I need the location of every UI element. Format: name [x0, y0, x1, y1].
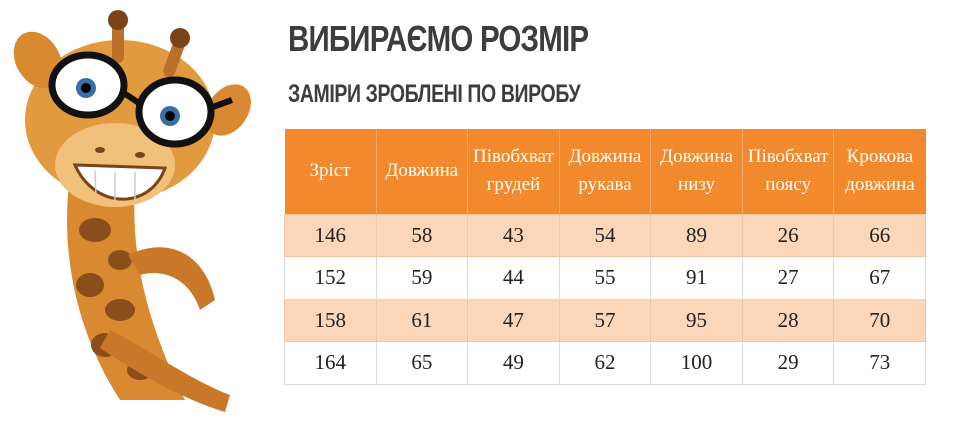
table-cell: 54 [558, 213, 652, 257]
table-cell: 146 [284, 213, 377, 257]
table-cell: 49 [467, 341, 560, 385]
table-cell: 29 [741, 341, 835, 385]
table-row: 146 58 43 54 89 26 66 [284, 213, 926, 257]
table-row: 152 59 44 55 91 27 67 [284, 256, 926, 300]
table-header-row: Зріст Довжина Півобхват грудей Довжина рук… [284, 129, 926, 214]
table-cell: 70 [833, 298, 926, 342]
table-cell: 73 [833, 341, 926, 385]
table-row: 164 65 49 62 100 29 73 [284, 341, 926, 385]
table-cell: 44 [467, 256, 560, 300]
header-length: Довжина [376, 129, 469, 214]
table-cell: 59 [375, 256, 469, 300]
table-cell: 26 [741, 213, 835, 257]
table-cell: 91 [650, 256, 743, 300]
header-sleeve-length: Довжина рукава [559, 129, 652, 214]
header-half-chest: Півобхват грудей [467, 129, 560, 214]
size-chart-table: Зріст Довжина Півобхват грудей Довжина рук… [284, 129, 926, 385]
table-cell: 95 [650, 298, 743, 342]
table-cell: 65 [375, 341, 469, 385]
table-cell: 43 [467, 213, 560, 257]
table-cell: 55 [558, 256, 652, 300]
table-cell: 66 [833, 213, 926, 257]
table-cell: 67 [833, 256, 926, 300]
table-cell: 89 [650, 213, 743, 257]
table-cell: 100 [650, 341, 743, 385]
page-title: ВИБИРАЄМО РОЗМІР [288, 18, 589, 59]
giraffe-with-glasses-illustration [13, 10, 251, 412]
table-cell: 47 [467, 298, 560, 342]
table-cell: 28 [741, 298, 835, 342]
table-cell: 57 [558, 298, 652, 342]
page-subtitle: ЗАМІРИ ЗРОБЛЕНІ ПО ВИРОБУ [288, 80, 581, 108]
table-row: 158 61 47 57 95 28 70 [284, 298, 926, 342]
table-cell: 27 [741, 256, 835, 300]
table-cell: 158 [284, 298, 377, 342]
table-cell: 58 [375, 213, 469, 257]
header-height: Зріст [284, 129, 377, 214]
table-cell: 152 [284, 256, 377, 300]
table-cell: 61 [375, 298, 469, 342]
table-cell: 62 [558, 341, 652, 385]
header-bottom-length: Довжина низу [650, 129, 743, 214]
header-inseam: Крокова довжина [833, 129, 926, 214]
table-cell: 164 [284, 341, 377, 385]
header-half-waist: Півобхват поясу [742, 129, 835, 214]
